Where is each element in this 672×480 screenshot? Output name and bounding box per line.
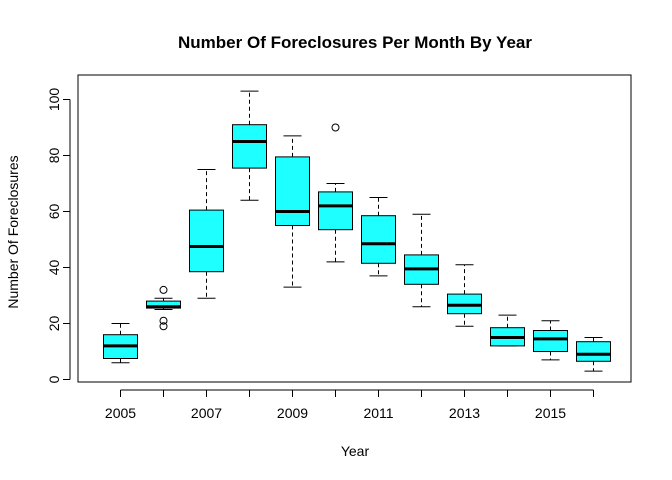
box-iqr <box>189 209 224 273</box>
box-2014 <box>490 314 525 347</box>
box-iqr <box>361 215 396 264</box>
box-2013 <box>447 264 482 327</box>
y-axis-label: Number Of Foreclosures <box>5 155 21 308</box>
outlier-point <box>159 322 168 331</box>
box-2016 <box>576 337 611 372</box>
box-2010 <box>318 123 353 263</box>
outlier-point <box>159 316 168 325</box>
x-tick-label: 2011 <box>363 405 393 421</box>
x-axis-label: Year <box>341 443 370 459</box>
outlier-point <box>331 123 340 132</box>
x-tick-label: 2009 <box>277 405 308 421</box>
box-2007 <box>189 169 224 299</box>
box-iqr <box>576 341 611 362</box>
box-iqr <box>232 124 267 169</box>
chart-title: Number Of Foreclosures Per Month By Year <box>178 33 532 52</box>
y-tick-label: 100 <box>46 88 62 112</box>
y-tick-label: 0 <box>46 375 62 383</box>
y-tick-label: 20 <box>46 316 62 332</box>
box-iqr <box>318 191 353 231</box>
box-2005 <box>103 323 138 364</box>
box-2009 <box>275 135 310 288</box>
y-tick-label: 40 <box>46 260 62 276</box>
x-tick-label: 2015 <box>535 405 566 421</box>
box-2006 <box>146 285 181 331</box>
box-2012 <box>404 213 439 308</box>
y-tick-label: 80 <box>46 148 62 164</box>
x-axis: 2005 2007 2009 2011 2013 2015 <box>105 389 594 421</box>
outlier-point <box>159 285 168 294</box>
box-2015 <box>533 320 568 361</box>
y-tick-label: 60 <box>46 204 62 220</box>
box-2008 <box>232 90 267 201</box>
box-iqr <box>533 330 568 352</box>
boxes-group <box>103 90 611 372</box>
x-tick-label: 2007 <box>191 405 222 421</box>
plot-frame <box>77 74 632 383</box>
box-2011 <box>361 197 396 277</box>
x-tick-label: 2005 <box>105 405 136 421</box>
y-axis: 0 20 40 60 80 100 <box>46 88 71 383</box>
x-tick-label: 2013 <box>449 405 480 421</box>
box-iqr <box>275 156 310 226</box>
